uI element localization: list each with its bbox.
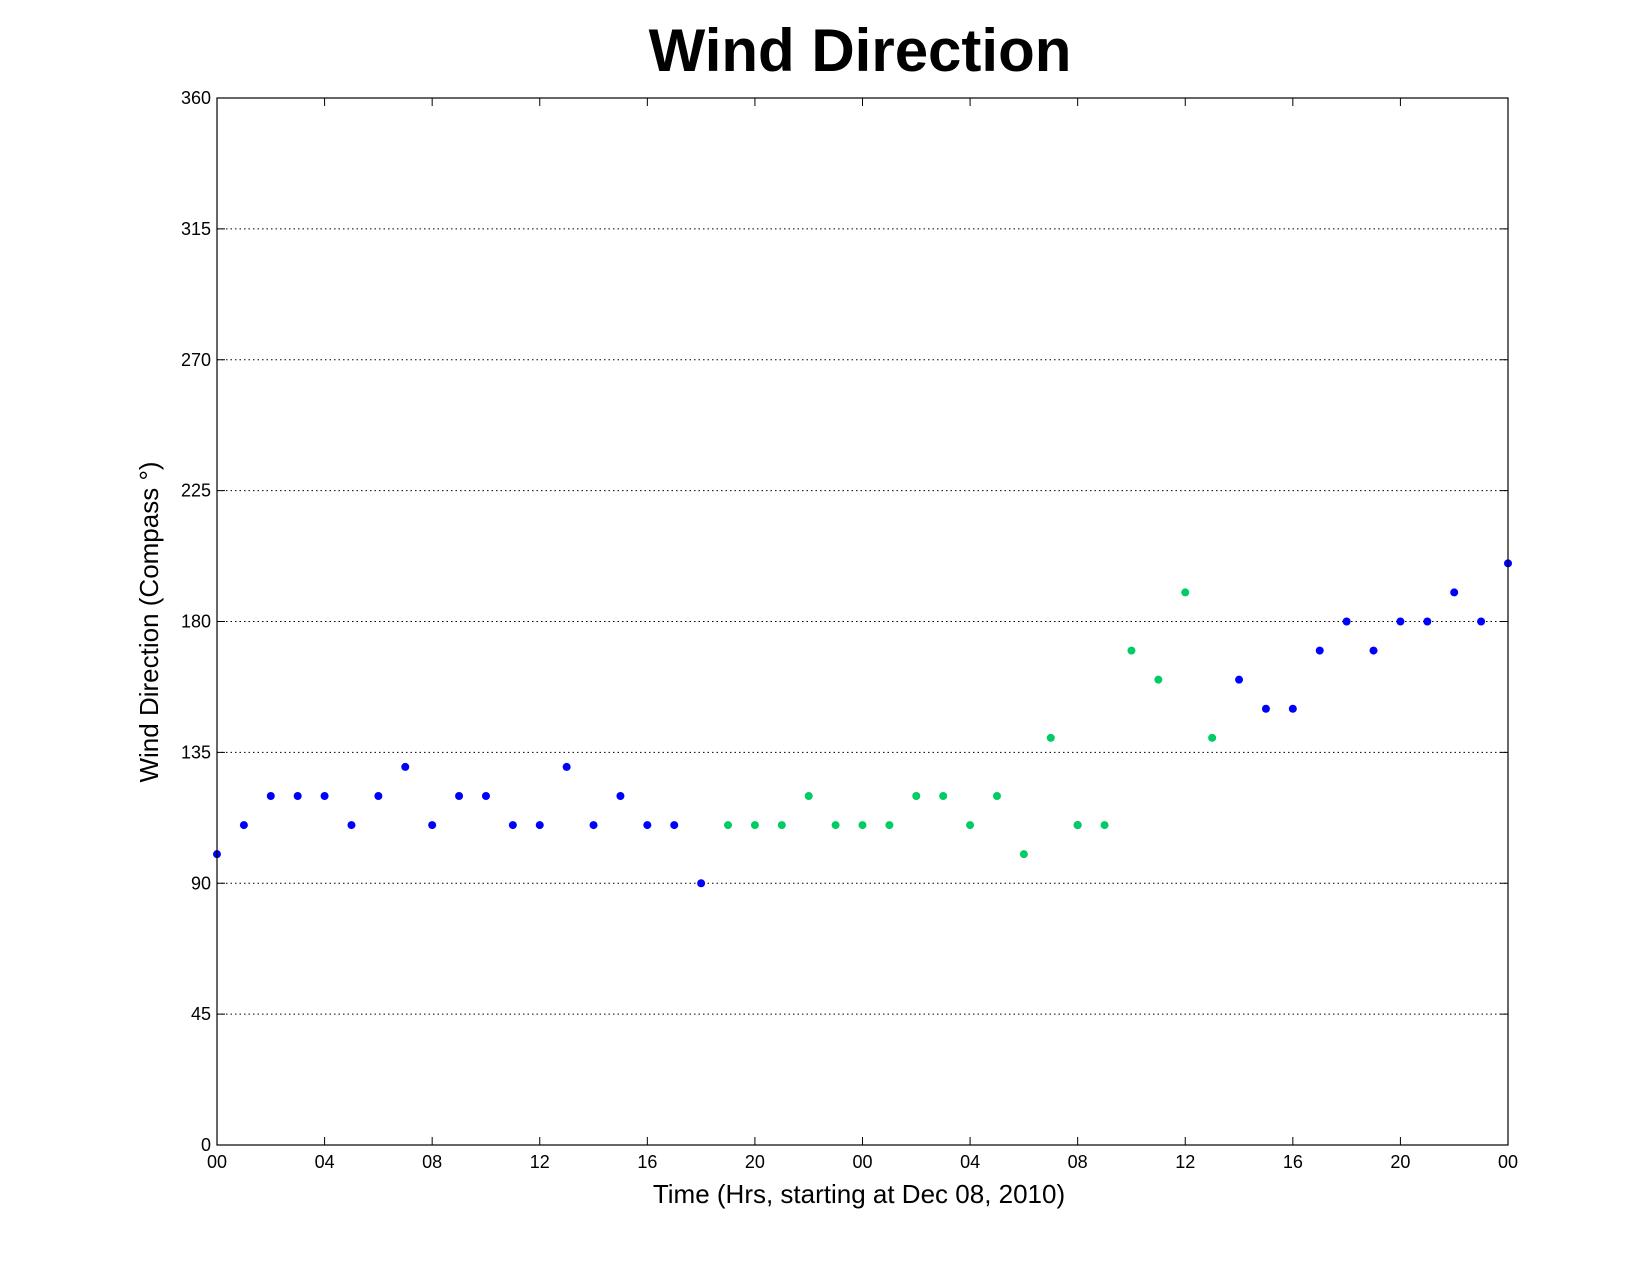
data-point: [616, 792, 625, 800]
data-point: [858, 821, 867, 830]
data-point: [347, 821, 356, 830]
data-point: [750, 821, 759, 830]
data-point: [1100, 821, 1109, 830]
data-point: [589, 821, 598, 830]
data-point: [455, 792, 464, 800]
y-tick-label: 360: [181, 88, 211, 108]
chart-title: Wind Direction: [649, 17, 1072, 84]
x-tick-label: 12: [1175, 1152, 1195, 1172]
x-tick-label: 04: [315, 1152, 335, 1172]
data-point: [1342, 617, 1351, 626]
data-point: [428, 821, 437, 830]
data-point: [1315, 646, 1324, 655]
data-point: [966, 821, 975, 830]
data-point: [912, 792, 921, 800]
data-point: [239, 821, 248, 830]
x-tick-label: 08: [422, 1152, 442, 1172]
x-tick-label: 12: [530, 1152, 550, 1172]
data-point: [885, 821, 894, 830]
y-axis-ticks: 0 45 90 135 180 225 270 315 360: [181, 88, 1508, 1155]
data-point: [1235, 675, 1244, 684]
data-point: [1396, 617, 1405, 626]
data-point: [1154, 675, 1163, 684]
data-point: [481, 792, 490, 800]
data-point: [1127, 646, 1136, 655]
y-tick-label: 135: [181, 742, 211, 762]
data-point: [804, 792, 813, 800]
data-point: [831, 821, 840, 830]
data-point: [724, 821, 733, 830]
data-point: [293, 792, 302, 800]
x-tick-label: 16: [637, 1152, 657, 1172]
y-tick-label: 0: [201, 1135, 211, 1155]
x-tick-label: 00: [1498, 1152, 1518, 1172]
data-point: [1450, 588, 1459, 597]
data-points: [213, 559, 1512, 888]
x-tick-label: 04: [960, 1152, 980, 1172]
y-tick-label: 45: [191, 1004, 211, 1024]
x-tick-label: 00: [207, 1152, 227, 1172]
gridlines: [217, 228, 1508, 1015]
data-point: [1288, 704, 1297, 713]
x-axis-label: Time (Hrs, starting at Dec 08, 2010): [653, 1179, 1065, 1209]
x-tick-label: 20: [745, 1152, 765, 1172]
x-axis-ticks: 00 04 08 12 16 20 00 04 08 12 16 20 00: [207, 98, 1518, 1172]
x-tick-label: 08: [1068, 1152, 1088, 1172]
y-tick-label: 270: [181, 350, 211, 370]
data-point: [1369, 646, 1378, 655]
y-tick-label: 180: [181, 612, 211, 632]
data-point: [1181, 588, 1190, 597]
plot-frame: [216, 97, 1509, 1146]
data-point: [1073, 821, 1082, 830]
data-point: [1261, 704, 1270, 713]
data-point: [535, 821, 544, 830]
data-point: [1208, 733, 1217, 742]
data-point: [562, 762, 571, 771]
data-point: [401, 762, 410, 771]
y-tick-label: 225: [181, 481, 211, 501]
data-point: [266, 792, 275, 800]
y-tick-label: 315: [181, 219, 211, 239]
data-point: [1477, 617, 1486, 626]
data-point: [1423, 617, 1432, 626]
data-point: [992, 792, 1001, 800]
data-point: [697, 879, 706, 888]
data-point: [670, 821, 679, 830]
data-point: [374, 792, 383, 800]
x-tick-label: 20: [1390, 1152, 1410, 1172]
data-point: [508, 821, 517, 830]
data-point: [1019, 850, 1028, 859]
data-point: [1046, 733, 1055, 742]
x-tick-label: 16: [1283, 1152, 1303, 1172]
y-tick-label: 90: [191, 873, 211, 893]
x-tick-label: 00: [852, 1152, 872, 1172]
data-point: [777, 821, 786, 830]
data-point: [643, 821, 652, 830]
y-axis-label: Wind Direction (Compass °): [134, 461, 164, 782]
data-point: [320, 792, 329, 800]
data-point: [939, 792, 948, 800]
